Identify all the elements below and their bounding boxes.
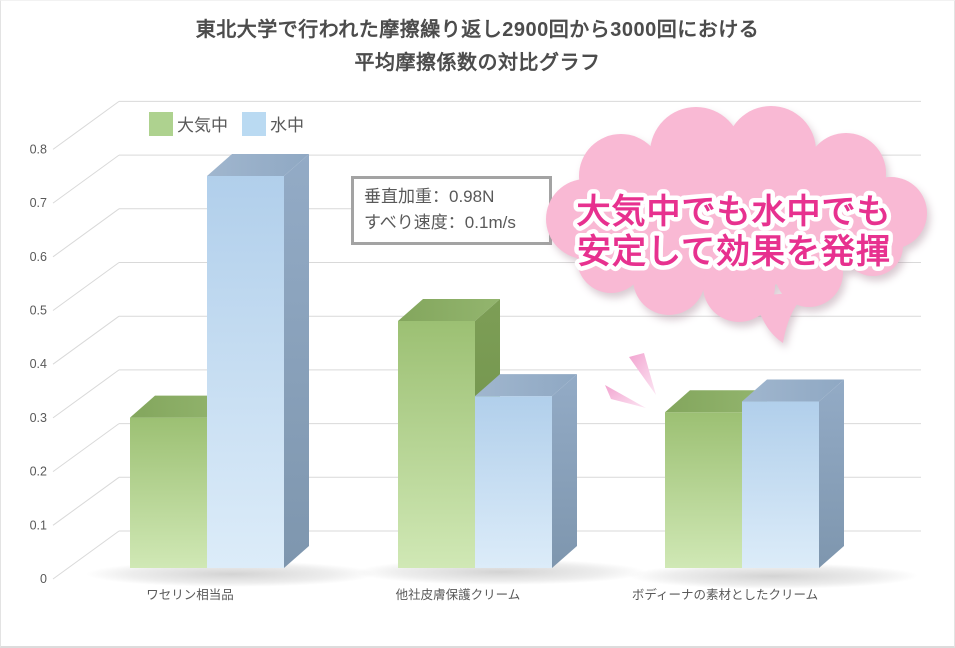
y-axis-tick-label: 0.5	[30, 304, 47, 318]
x-axis-category-label: ボディーナの素材としたクリーム	[632, 587, 818, 602]
legend-swatch-water	[242, 111, 266, 136]
y-tick-line	[52, 100, 120, 150]
x-axis-category-label: 他社皮膚保護クリーム	[396, 587, 521, 602]
y-tick-line	[52, 208, 120, 258]
axis-labels: 0 0.1 0.2 0.3 0.4 0.5 0.6 0.7 0.8 ワセリン相当品 他社皮膚保護クリ…	[30, 142, 819, 602]
y-axis-tick-label: 0.7	[30, 196, 47, 210]
chart-legend: 大気中 水中	[149, 111, 304, 136]
bar-water-0	[207, 153, 309, 569]
y-tick-line	[52, 154, 120, 204]
legend-label-water: 水中	[270, 116, 304, 135]
bar-water-2	[742, 379, 844, 568]
y-tick-line	[52, 530, 120, 580]
y-tick-line	[52, 423, 120, 473]
vertical-load-value: 垂直加重：0.98N	[364, 187, 495, 206]
y-axis-tick-label: 0.4	[30, 357, 47, 371]
legend-swatch-air	[149, 111, 173, 136]
title-line-1: 東北大学で行われた摩擦繰り返し2900回から3000回における	[195, 19, 760, 41]
legend-label-air: 大気中	[177, 116, 228, 135]
y-axis-tick-label: 0.2	[30, 465, 47, 479]
y-axis-tick-label: 0.6	[30, 250, 47, 264]
legend-item-water: 水中	[242, 111, 304, 136]
y-tick-line	[52, 315, 120, 365]
bar-water-1	[475, 374, 577, 568]
test-conditions-box: 垂直加重：0.98N すべり速度：0.1m/s	[351, 176, 552, 245]
y-tick-line	[52, 369, 120, 419]
page-title: 東北大学で行われた摩擦繰り返し2900回から3000回における 平均摩擦係数の対…	[1, 14, 954, 80]
bars	[130, 153, 844, 569]
y-axis-tick-label: 0.3	[30, 411, 47, 425]
bar-air-1	[398, 298, 500, 568]
x-axis-category-label: ワセリン相当品	[146, 588, 234, 602]
y-axis-tick-label: 0.1	[30, 518, 47, 532]
y-axis-tick-label: 0	[40, 572, 47, 586]
y-axis-tick-label: 0.8	[30, 142, 47, 156]
y-tick-line	[52, 262, 120, 311]
sliding-speed-value: すべり速度：0.1m/s	[364, 213, 516, 232]
bar-shadow	[628, 563, 918, 589]
legend-item-air: 大気中	[149, 111, 228, 136]
y-tick-line	[52, 476, 120, 526]
title-line-2: 平均摩擦係数の対比グラフ	[354, 52, 601, 74]
